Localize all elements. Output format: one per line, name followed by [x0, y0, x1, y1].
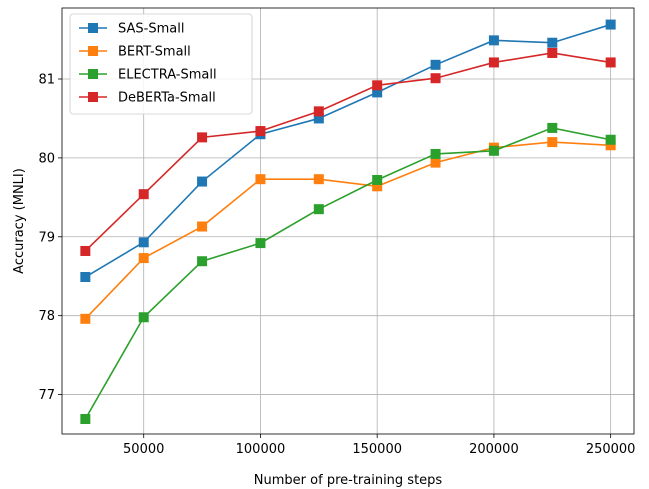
legend-label: ELECTRA-Small: [118, 68, 217, 83]
series-sas-small: [80, 19, 616, 283]
data-point: [80, 414, 91, 425]
legend-item: DeBERTa-Small: [79, 91, 216, 106]
data-point: [430, 59, 441, 70]
data-point: [138, 253, 149, 264]
legend-item: BERT-Small: [79, 45, 191, 60]
series-deberta-small: [80, 47, 616, 256]
y-axis-label: Accuracy (MNLI): [12, 168, 27, 274]
series-electra-small: [80, 122, 616, 425]
data-point: [547, 122, 558, 133]
data-point: [313, 113, 324, 124]
x-tick-label: 250000: [586, 442, 636, 457]
legend-marker: [88, 92, 98, 102]
data-point: [430, 73, 441, 84]
series-line: [84, 127, 611, 420]
series-lines: [80, 19, 616, 425]
series-line: [84, 23, 611, 278]
data-point: [547, 37, 558, 48]
x-tick-label: 50000: [123, 442, 164, 457]
x-axis: 50000 100000 150000 200000 250000: [123, 434, 635, 457]
data-point: [372, 181, 383, 192]
y-tick-label: 80: [38, 151, 55, 166]
data-point: [372, 87, 383, 98]
data-point: [430, 148, 441, 159]
plot-frame: [61, 7, 635, 435]
data-point: [547, 47, 558, 58]
series-line: [84, 141, 611, 320]
data-point: [255, 238, 266, 249]
legend: SAS-Small BERT-Small ELECTRA-Small DeBERTa-…: [69, 13, 253, 115]
x-tick-label: 200000: [469, 442, 519, 457]
data-point: [605, 57, 616, 68]
legend-marker: [88, 23, 98, 33]
legend-marker: [88, 46, 98, 56]
data-point: [255, 174, 266, 185]
data-point: [488, 145, 499, 156]
data-point: [313, 106, 324, 117]
data-point: [605, 134, 616, 145]
data-point: [138, 312, 149, 323]
data-point: [255, 126, 266, 137]
data-point: [197, 221, 208, 232]
data-point: [313, 174, 324, 185]
data-point: [138, 189, 149, 200]
x-tick-label: 150000: [352, 442, 402, 457]
grid: [62, 8, 634, 434]
legend-item: SAS-Small: [79, 22, 184, 37]
data-point: [430, 157, 441, 168]
data-point: [80, 313, 91, 324]
y-tick-label: 81: [38, 73, 55, 88]
data-point: [547, 137, 558, 148]
data-point: [197, 256, 208, 267]
series-bert-small: [80, 137, 616, 324]
y-tick-label: 78: [38, 309, 55, 324]
data-point: [372, 80, 383, 91]
data-point: [197, 176, 208, 187]
y-tick-label: 79: [38, 230, 55, 245]
x-axis-label: Number of pre-training steps: [254, 473, 443, 488]
data-point: [372, 174, 383, 185]
legend-item: ELECTRA-Small: [79, 68, 217, 83]
data-point: [80, 245, 91, 256]
y-tick-label: 77: [38, 388, 55, 403]
data-point: [605, 19, 616, 30]
legend-label: DeBERTa-Small: [118, 91, 216, 106]
data-point: [313, 204, 324, 215]
legend-label: BERT-Small: [118, 45, 191, 60]
data-point: [138, 237, 149, 248]
legend-box: [69, 13, 253, 115]
x-tick-label: 100000: [236, 442, 286, 457]
data-point: [197, 132, 208, 143]
series-line: [84, 52, 611, 252]
data-point: [605, 140, 616, 151]
legend-label: SAS-Small: [118, 22, 184, 37]
y-axis: 77 78 79 80 81: [38, 73, 62, 403]
data-point: [488, 57, 499, 68]
legend-marker: [88, 69, 98, 79]
data-point: [488, 35, 499, 46]
data-point: [80, 272, 91, 283]
